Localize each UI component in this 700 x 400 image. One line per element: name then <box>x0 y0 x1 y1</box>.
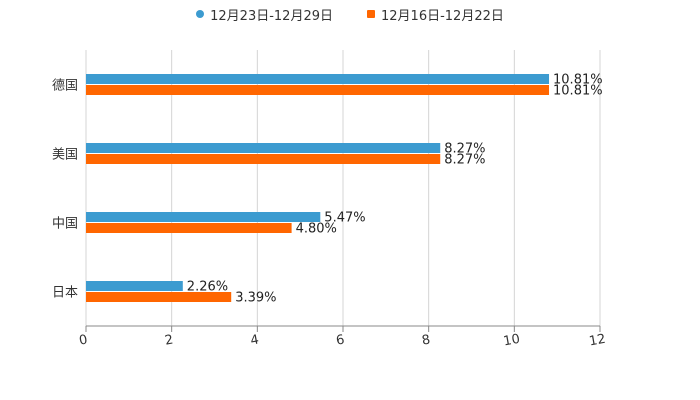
x-tick-label-5: 10 <box>502 332 521 350</box>
x-tick-label-6: 12 <box>588 332 607 350</box>
bar-1-3 <box>86 281 183 291</box>
data-label-2-0: 10.81% <box>553 84 603 99</box>
x-tick-label-1: 2 <box>164 332 175 348</box>
legend-label-series-2: 12月16日-12月22日 <box>381 8 504 24</box>
y-tick-label-0: 德国 <box>52 79 78 94</box>
y-tick-label-3: 日本 <box>52 286 78 301</box>
bar-2-2 <box>86 223 292 233</box>
legend: 12月23日-12月29日 12月16日-12月22日 <box>0 4 700 24</box>
data-label-1-3: 2.26% <box>187 280 228 295</box>
x-tick-label-0: 0 <box>78 332 89 348</box>
data-label-1-0: 10.81% <box>553 73 603 88</box>
bar-2-1 <box>86 154 441 164</box>
data-label-1-2: 5.47% <box>324 211 365 226</box>
bar-1-0 <box>86 74 550 84</box>
legend-marker-series-2 <box>367 10 375 18</box>
legend-label-series-1: 12月23日-12月29日 <box>210 8 333 24</box>
x-tick-label-3: 6 <box>335 332 346 348</box>
y-tick-label-2: 中国 <box>52 217 78 232</box>
data-label-2-1: 8.27% <box>444 153 485 168</box>
data-label-2-3: 3.39% <box>235 291 276 306</box>
legend-marker-series-1 <box>196 10 205 18</box>
bar-2-0 <box>86 85 550 95</box>
bar-1-1 <box>86 143 441 153</box>
x-tick-label-2: 4 <box>249 332 260 348</box>
data-label-1-1: 8.27% <box>444 142 485 157</box>
y-tick-label-1: 美国 <box>52 148 78 163</box>
legend-item-series-1[interactable]: 12月23日-12月29日 <box>196 5 333 24</box>
bar-1-2 <box>86 212 321 222</box>
x-tick-label-4: 8 <box>421 332 432 348</box>
bar-2-3 <box>86 292 232 302</box>
data-label-2-2: 4.80% <box>296 222 337 237</box>
legend-item-series-2[interactable]: 12月16日-12月22日 <box>367 5 504 24</box>
